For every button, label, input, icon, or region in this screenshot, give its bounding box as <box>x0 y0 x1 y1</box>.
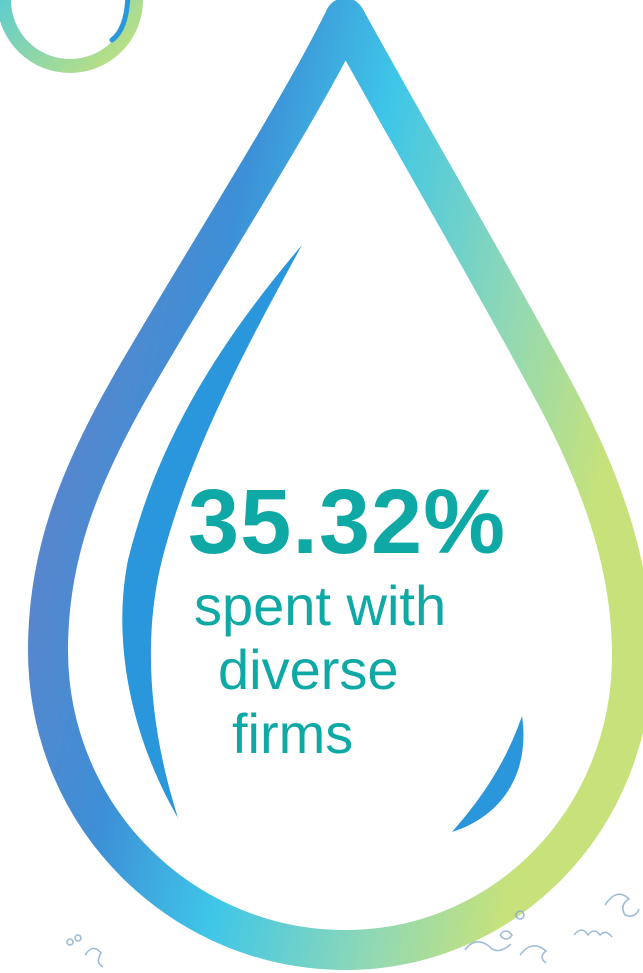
stat-percentage: 35.32% <box>188 471 507 573</box>
inner-highlight-swoosh-icon <box>122 245 303 818</box>
inner-highlight-swoosh-icon <box>452 716 524 832</box>
stat-block: 35.32% spent with diverse firms <box>188 470 588 766</box>
stat-caption-line-1: spent with <box>194 574 447 637</box>
water-drop-outline-icon <box>28 0 643 970</box>
stat-caption-line-3: firms <box>232 702 354 765</box>
handwritten-doodles-decoration <box>66 893 640 968</box>
stat-caption-line-2: diverse <box>218 638 399 701</box>
ring-icon <box>0 0 143 73</box>
